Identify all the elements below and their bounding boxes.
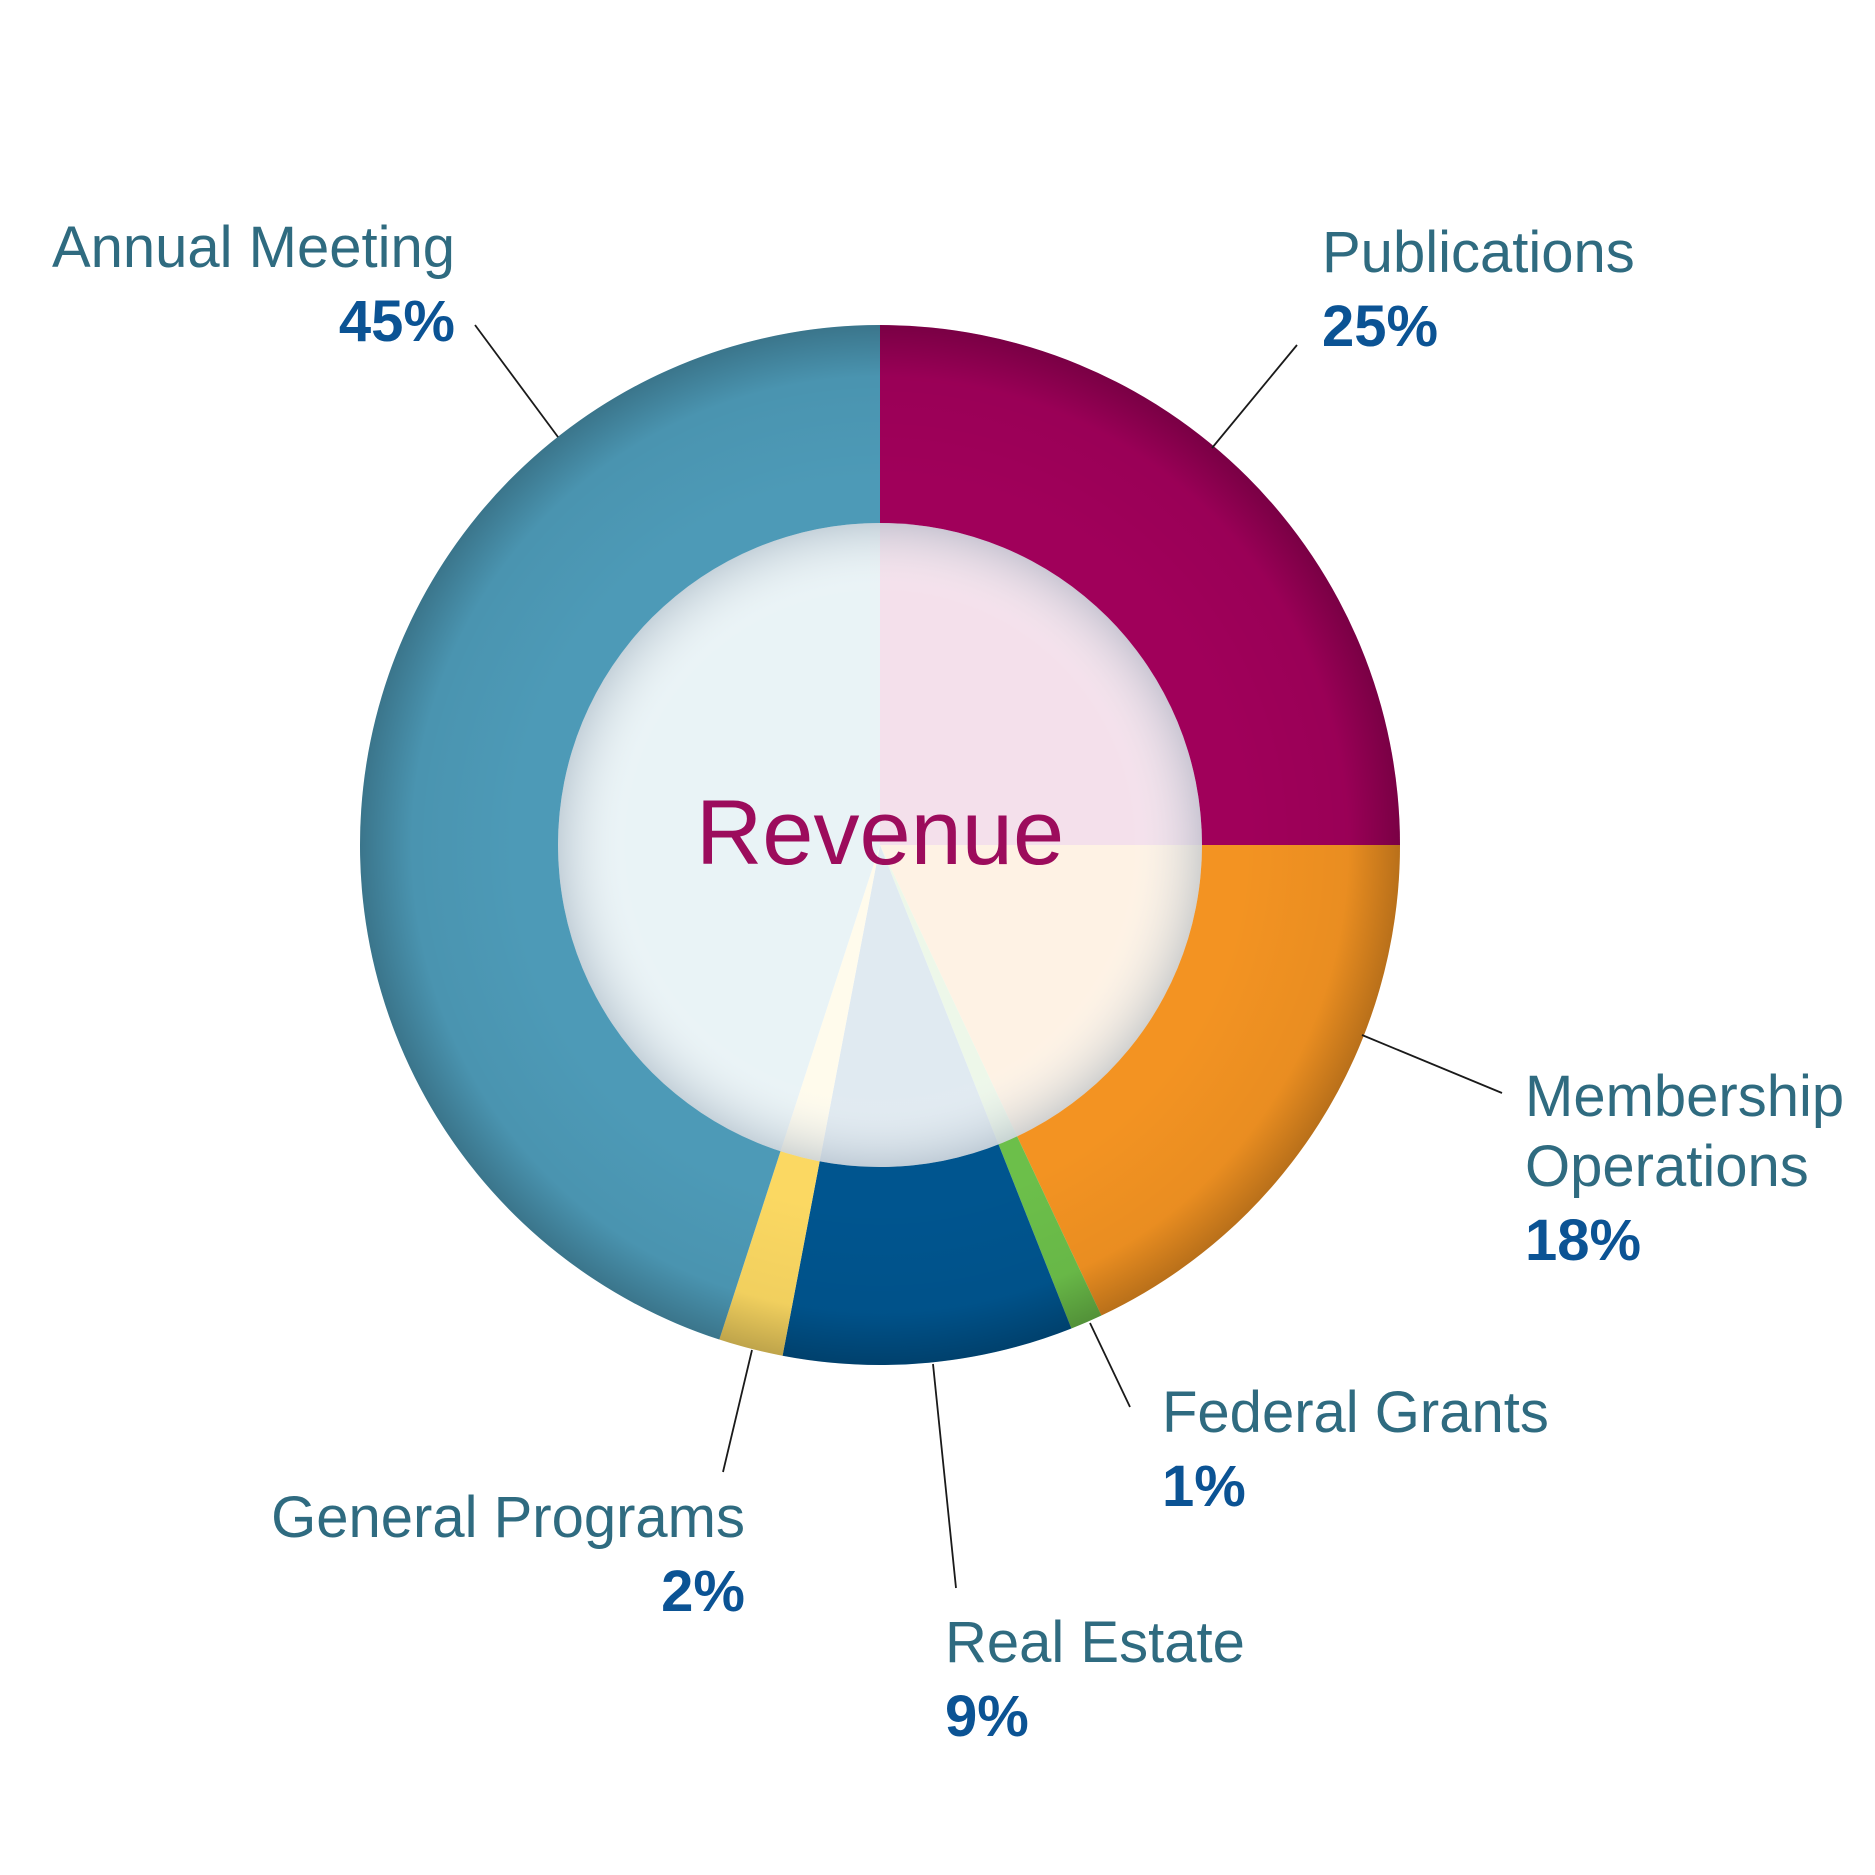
slice-value-general-programs: 2% [661, 1559, 745, 1624]
leader-line-federal-grants [1089, 1322, 1131, 1408]
slice-label-general-programs: General Programs [271, 1485, 745, 1550]
leader-line-annual-meeting [474, 324, 559, 438]
chart-title: Revenue [696, 782, 1064, 884]
leader-line-real-estate [932, 1363, 957, 1589]
slice-label-membership-operations-line-2: Operations [1525, 1134, 1809, 1199]
slice-label-membership-operations-line-1: Membership [1525, 1064, 1844, 1129]
slice-label-publications: Publications [1322, 220, 1635, 285]
leader-lines [474, 324, 1503, 1589]
slice-value-membership-operations: 18% [1525, 1208, 1641, 1273]
slice-value-real-estate: 9% [945, 1684, 1029, 1749]
leader-line-publications [1211, 344, 1298, 449]
slice-value-annual-meeting: 45% [339, 289, 455, 354]
slice-value-publications: 25% [1322, 294, 1438, 359]
slice-label-federal-grants: Federal Grants [1162, 1380, 1549, 1445]
slice-value-federal-grants: 1% [1162, 1454, 1246, 1519]
slice-label-real-estate: Real Estate [945, 1610, 1245, 1675]
donut-center-glow [558, 523, 1202, 1167]
leader-line-general-programs [722, 1349, 753, 1473]
slice-label-annual-meeting: Annual Meeting [52, 215, 455, 280]
leader-line-membership-operations [1361, 1034, 1503, 1094]
